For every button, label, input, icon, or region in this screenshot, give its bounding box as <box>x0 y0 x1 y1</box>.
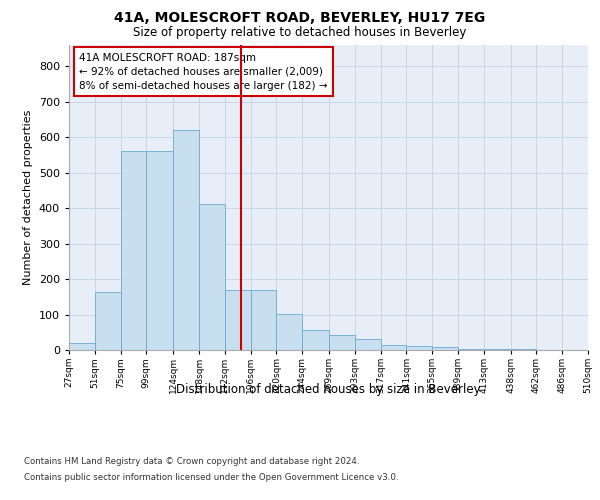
Bar <box>302 330 329 350</box>
Bar <box>199 204 225 350</box>
Bar <box>69 343 95 350</box>
Bar <box>380 344 406 350</box>
Bar <box>588 348 600 350</box>
Y-axis label: Number of detached properties: Number of detached properties <box>23 110 33 285</box>
Text: Size of property relative to detached houses in Beverley: Size of property relative to detached ho… <box>133 26 467 39</box>
Bar <box>355 340 380 350</box>
Bar <box>484 349 511 350</box>
Bar <box>329 335 355 350</box>
Bar <box>95 292 121 350</box>
Text: 41A, MOLESCROFT ROAD, BEVERLEY, HU17 7EG: 41A, MOLESCROFT ROAD, BEVERLEY, HU17 7EG <box>115 11 485 25</box>
Bar <box>458 348 484 350</box>
Text: Distribution of detached houses by size in Beverley: Distribution of detached houses by size … <box>176 382 481 396</box>
Text: Contains HM Land Registry data © Crown copyright and database right 2024.: Contains HM Land Registry data © Crown c… <box>24 458 359 466</box>
Text: Contains public sector information licensed under the Open Government Licence v3: Contains public sector information licen… <box>24 472 398 482</box>
Bar <box>406 346 432 350</box>
Bar <box>251 290 277 350</box>
Bar <box>121 152 146 350</box>
Bar <box>277 314 302 350</box>
Bar <box>225 290 251 350</box>
Bar <box>432 347 458 350</box>
Bar <box>146 152 173 350</box>
Text: 41A MOLESCROFT ROAD: 187sqm
← 92% of detached houses are smaller (2,009)
8% of s: 41A MOLESCROFT ROAD: 187sqm ← 92% of det… <box>79 52 328 90</box>
Bar <box>173 130 199 350</box>
